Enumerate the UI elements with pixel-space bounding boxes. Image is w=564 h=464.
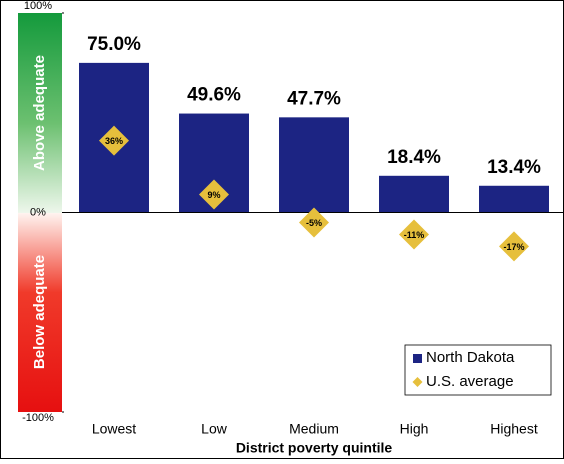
x-tick-label: High <box>400 421 429 437</box>
legend-swatch <box>412 377 423 387</box>
y-tick-label: 0% <box>30 206 46 218</box>
marker-value-label: 9% <box>207 190 220 200</box>
bar <box>379 175 449 213</box>
zone-above <box>18 13 62 213</box>
marker-value-label: -17% <box>503 242 524 252</box>
x-axis-title: District poverty quintile <box>236 440 393 456</box>
bar <box>279 117 349 213</box>
marker-value-label: 36% <box>105 136 123 146</box>
diamond-marker <box>499 231 529 262</box>
bar-value-label: 47.7% <box>287 88 341 109</box>
zone-label: Below adequate <box>31 255 48 369</box>
x-tick-label: Highest <box>490 421 538 437</box>
x-tick-label: Medium <box>289 421 339 437</box>
marker-value-label: -11% <box>404 230 425 240</box>
diamond-marker <box>99 125 129 156</box>
diamond-marker <box>299 207 329 238</box>
marker-value-label: -5% <box>306 218 322 228</box>
diamond-marker <box>199 179 229 210</box>
y-tick-label: 100% <box>24 0 52 12</box>
zone-below <box>18 213 62 412</box>
x-tick-label: Low <box>201 421 228 437</box>
bar <box>479 185 549 213</box>
y-tick-label: -100% <box>22 412 54 424</box>
x-tick-label: Lowest <box>92 421 136 437</box>
legend-label: U.S. average <box>426 373 514 390</box>
diamond-marker <box>399 219 429 250</box>
legend <box>404 344 552 396</box>
bar-value-label: 75.0% <box>87 34 141 55</box>
zone-label: Above adequate <box>31 55 48 171</box>
bar-value-label: 13.4% <box>487 157 541 178</box>
bar-value-label: 49.6% <box>187 85 241 106</box>
legend-label: North Dakota <box>426 349 515 366</box>
legend-swatch <box>413 354 422 363</box>
bar-value-label: 18.4% <box>387 147 441 168</box>
